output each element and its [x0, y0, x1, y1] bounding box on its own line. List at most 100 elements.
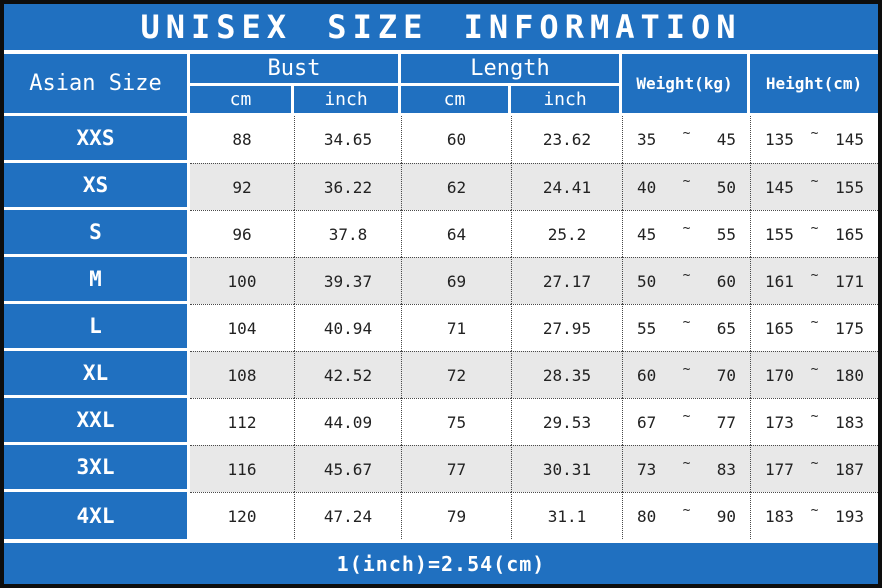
- height-range-cell: 145 ~155: [750, 163, 878, 210]
- length-cm-cell: 71: [401, 304, 511, 351]
- height-range-cell: 161 ~171: [750, 257, 878, 304]
- tilde-separator: ~: [682, 408, 691, 424]
- table-header: Asian Size Bust Length Weight(kg) Height…: [4, 54, 878, 113]
- length-inch-cell: 29.53: [511, 398, 622, 445]
- range-max: 165: [835, 224, 864, 244]
- footer-band: 1(inch)=2.54(cm): [4, 543, 878, 584]
- bust-inch-cell: 34.65: [294, 116, 401, 163]
- range-max: 70: [716, 365, 736, 385]
- tilde-separator: ~: [682, 220, 691, 236]
- size-cell: 3XL: [4, 445, 190, 492]
- size-cell: 4XL: [4, 492, 190, 539]
- bust-cm-cell: 96: [190, 210, 294, 257]
- tilde-separator: ~: [682, 361, 691, 377]
- range-min: 161: [765, 271, 794, 291]
- bust-cm-cell: 116: [190, 445, 294, 492]
- table-row: M 100 39.37 69 27.17 50 ~60 161 ~171: [4, 257, 878, 304]
- range-min: 40: [637, 177, 657, 197]
- length-cm-cell: 77: [401, 445, 511, 492]
- range-max: 77: [716, 412, 736, 432]
- range-max: 45: [716, 130, 736, 149]
- bust-cm-cell: 108: [190, 351, 294, 398]
- tilde-separator: ~: [810, 455, 819, 471]
- header-length-group: Length: [401, 54, 622, 86]
- weight-range-cell: 45 ~55: [622, 210, 750, 257]
- header-asian-size: Asian Size: [4, 54, 190, 113]
- bust-inch-cell: 39.37: [294, 257, 401, 304]
- tilde-separator: ~: [682, 126, 691, 141]
- size-cell: XL: [4, 351, 190, 398]
- table-row: L 104 40.94 71 27.95 55 ~65 165 ~175: [4, 304, 878, 351]
- table-body: XXS 88 34.65 60 23.62 35 ~45 135 ~145 XS 9…: [4, 116, 878, 539]
- range-min: 177: [765, 459, 794, 479]
- range-min: 45: [637, 224, 657, 244]
- weight-range-cell: 80 ~90: [622, 492, 750, 539]
- length-cm-cell: 64: [401, 210, 511, 257]
- length-inch-cell: 27.95: [511, 304, 622, 351]
- length-cm-cell: 75: [401, 398, 511, 445]
- length-cm-cell: 79: [401, 492, 511, 539]
- table-row: S 96 37.8 64 25.2 45 ~55 155 ~165: [4, 210, 878, 257]
- bust-inch-cell: 40.94: [294, 304, 401, 351]
- size-cell: XS: [4, 163, 190, 210]
- range-max: 90: [716, 506, 736, 526]
- tilde-separator: ~: [810, 502, 819, 518]
- length-inch-cell: 27.17: [511, 257, 622, 304]
- tilde-separator: ~: [682, 267, 691, 283]
- range-min: 73: [637, 459, 657, 479]
- range-min: 170: [765, 365, 794, 385]
- bust-cm-cell: 88: [190, 116, 294, 163]
- range-max: 171: [835, 271, 864, 291]
- length-inch-cell: 30.31: [511, 445, 622, 492]
- height-range-cell: 177 ~187: [750, 445, 878, 492]
- length-cm-cell: 69: [401, 257, 511, 304]
- table-row: 3XL 116 45.67 77 30.31 73 ~83 177 ~187: [4, 445, 878, 492]
- length-cm-cell: 72: [401, 351, 511, 398]
- weight-range-cell: 35 ~45: [622, 116, 750, 163]
- range-min: 155: [765, 224, 794, 244]
- tilde-separator: ~: [810, 408, 819, 424]
- tilde-separator: ~: [682, 173, 691, 189]
- range-max: 65: [716, 318, 736, 338]
- bust-inch-cell: 36.22: [294, 163, 401, 210]
- bust-inch-cell: 45.67: [294, 445, 401, 492]
- height-range-cell: 173 ~183: [750, 398, 878, 445]
- tilde-separator: ~: [810, 220, 819, 236]
- header-weight: Weight(kg): [622, 54, 750, 113]
- bust-cm-cell: 120: [190, 492, 294, 539]
- length-inch-cell: 25.2: [511, 210, 622, 257]
- range-min: 145: [765, 177, 794, 197]
- size-cell: XXL: [4, 398, 190, 445]
- size-cell: L: [4, 304, 190, 351]
- range-max: 187: [835, 459, 864, 479]
- tilde-separator: ~: [810, 173, 819, 189]
- range-max: 155: [835, 177, 864, 197]
- tilde-separator: ~: [810, 314, 819, 330]
- bust-cm-cell: 92: [190, 163, 294, 210]
- range-min: 183: [765, 506, 794, 526]
- header-bust-inch: inch: [294, 86, 401, 113]
- tilde-separator: ~: [682, 455, 691, 471]
- bust-inch-cell: 42.52: [294, 351, 401, 398]
- bust-cm-cell: 104: [190, 304, 294, 351]
- length-inch-cell: 31.1: [511, 492, 622, 539]
- range-max: 175: [835, 318, 864, 338]
- header-bust-cm: cm: [190, 86, 294, 113]
- bust-inch-cell: 37.8: [294, 210, 401, 257]
- range-min: 165: [765, 318, 794, 338]
- size-cell: XXS: [4, 116, 190, 163]
- size-cell: S: [4, 210, 190, 257]
- range-max: 83: [716, 459, 736, 479]
- header-length-cm: cm: [401, 86, 511, 113]
- table-row: XL 108 42.52 72 28.35 60 ~70 170 ~180: [4, 351, 878, 398]
- weight-range-cell: 55 ~65: [622, 304, 750, 351]
- range-max: 183: [835, 412, 864, 432]
- weight-range-cell: 50 ~60: [622, 257, 750, 304]
- title-band: UNISEX SIZE INFORMATION: [4, 4, 878, 54]
- header-height: Height(cm): [750, 54, 878, 113]
- range-min: 55: [637, 318, 657, 338]
- tilde-separator: ~: [682, 314, 691, 330]
- range-max: 193: [835, 506, 864, 526]
- height-range-cell: 155 ~165: [750, 210, 878, 257]
